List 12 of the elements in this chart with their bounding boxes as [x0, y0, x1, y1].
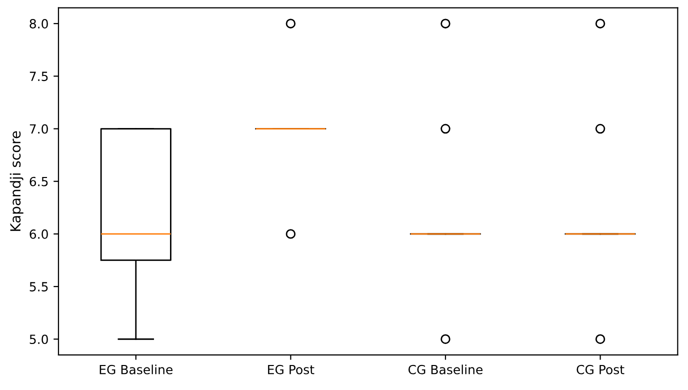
y-tick-label: 7.0 — [30, 124, 48, 134]
y-tick-label: 8.0 — [30, 19, 48, 29]
y-tick-label: 6.0 — [30, 229, 48, 239]
x-tick-label: EG Baseline — [100, 364, 172, 374]
y-axis-title: Kapandji score — [10, 131, 24, 231]
x-tick-label: EG Post — [268, 364, 314, 374]
y-tick-label: 7.5 — [30, 72, 48, 82]
x-tick-label: CG Post — [576, 364, 624, 374]
y-tick-label: 6.5 — [30, 176, 48, 186]
y-tick-label: 5.5 — [30, 282, 48, 292]
y-tick-label: 5.0 — [30, 334, 48, 344]
x-tick-label: CG Baseline — [408, 364, 483, 374]
